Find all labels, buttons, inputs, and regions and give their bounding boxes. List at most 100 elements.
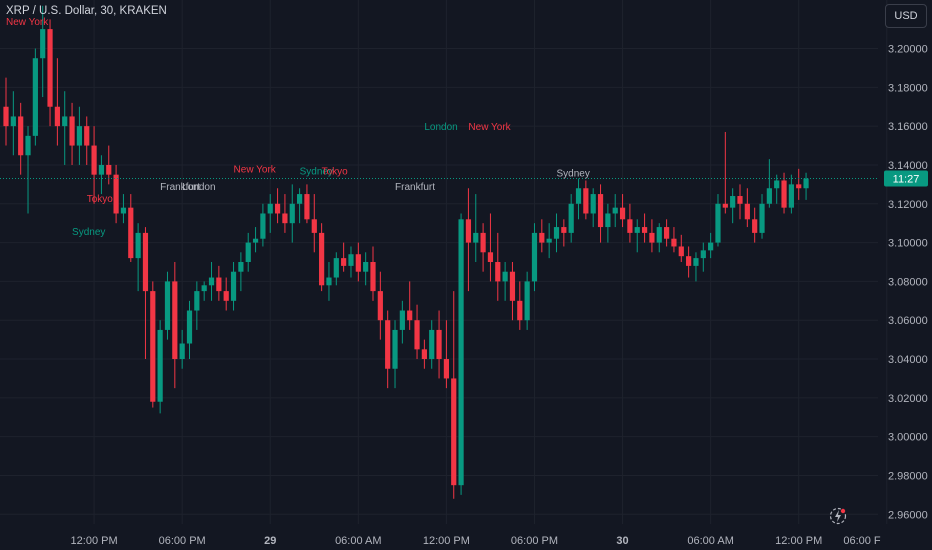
candle [47, 19, 53, 127]
candle-body [326, 277, 332, 286]
time-axis[interactable]: 12:00 PM 06:00 PM 29 06:00 AM 12:00 PM 06:00 … [71, 535, 881, 547]
candle [120, 194, 127, 224]
candle [289, 184, 295, 243]
candle-body [223, 291, 229, 301]
candle [164, 271, 171, 340]
candle [142, 227, 149, 360]
candle-body [333, 258, 339, 278]
candle-body [348, 254, 354, 266]
lightning-icon[interactable] [829, 507, 847, 525]
session-label: Tokyo [322, 167, 349, 178]
candle-body [436, 329, 442, 360]
candle-body [708, 242, 714, 251]
candle [135, 223, 141, 292]
candle [465, 188, 472, 292]
symbol-title[interactable]: XRP / U.S. Dollar, 30, KRAKEN [6, 5, 167, 17]
candle [436, 310, 442, 379]
candle-body [502, 271, 508, 282]
candle [385, 310, 391, 389]
candle-body [737, 196, 743, 204]
candle [502, 262, 508, 301]
session-label: New York [6, 17, 49, 28]
candle-body [796, 184, 802, 189]
candle-body [487, 252, 494, 262]
candle [326, 262, 332, 301]
candle-body [553, 227, 560, 239]
candle [252, 227, 259, 253]
candle-body [245, 242, 251, 262]
candle [451, 291, 457, 499]
candle-body [194, 291, 200, 311]
candle [32, 48, 38, 146]
candle-body [282, 213, 288, 224]
candle-body [128, 207, 134, 259]
candle [62, 91, 68, 165]
candle [414, 304, 420, 360]
candle-body [619, 207, 626, 220]
candle-body [76, 126, 82, 146]
candle-body [62, 116, 68, 127]
candle-body [201, 285, 207, 292]
candle-body [429, 329, 435, 360]
candle [377, 271, 383, 340]
candle-body [91, 145, 97, 175]
session-label: New York [468, 122, 511, 133]
candle [531, 223, 538, 292]
candle-body [480, 232, 486, 253]
candle-body [238, 262, 244, 272]
candle-body [18, 116, 24, 156]
candle [128, 194, 134, 262]
candle-body [539, 232, 545, 243]
candle-body [634, 227, 640, 233]
candle [524, 271, 530, 330]
candle [216, 265, 222, 301]
candle [561, 219, 567, 247]
candle-body [664, 227, 670, 239]
candle [583, 180, 589, 220]
currency-button[interactable]: USD [885, 4, 927, 28]
candle [208, 262, 215, 301]
candle-body [788, 184, 794, 208]
candle-body [47, 29, 53, 107]
candle-body [421, 349, 427, 360]
candle-body [311, 219, 317, 233]
candle-body [509, 271, 516, 301]
price-tick-label: 3.16000 [888, 121, 928, 133]
candle-body [443, 359, 449, 379]
candle [363, 252, 369, 286]
candle-body [157, 329, 163, 402]
candle [76, 106, 82, 165]
candle [201, 281, 207, 301]
candle-body [693, 258, 699, 266]
grid-lines [0, 0, 888, 524]
candle-body [363, 262, 369, 272]
candle [297, 188, 303, 224]
candle-body [473, 232, 479, 243]
price-axis[interactable]: 2.96000 2.98000 3.00000 3.02000 3.04000 3.060… [888, 44, 928, 522]
time-tick-label: 29 [264, 535, 276, 547]
time-tick-label: 06:00 AM [687, 535, 733, 547]
candle [407, 281, 413, 330]
time-tick-label: 06:00 F [843, 535, 881, 547]
candle-body [722, 203, 728, 208]
candle [634, 219, 640, 253]
candle [69, 102, 75, 165]
candle-body [179, 343, 185, 360]
candle [10, 91, 16, 156]
time-tick-label: 12:00 PM [423, 535, 470, 547]
candle [509, 262, 516, 321]
candle [517, 281, 523, 330]
candle [737, 184, 743, 220]
candle [274, 188, 281, 224]
candle-body [208, 277, 215, 286]
candle [348, 246, 354, 278]
candle-body [561, 227, 567, 233]
candle-body [135, 232, 141, 259]
session-label: Frankfurt [395, 182, 435, 193]
candle-body [385, 320, 391, 369]
candle [686, 246, 692, 278]
candle [421, 339, 427, 369]
time-tick-label: 06:00 AM [335, 535, 381, 547]
